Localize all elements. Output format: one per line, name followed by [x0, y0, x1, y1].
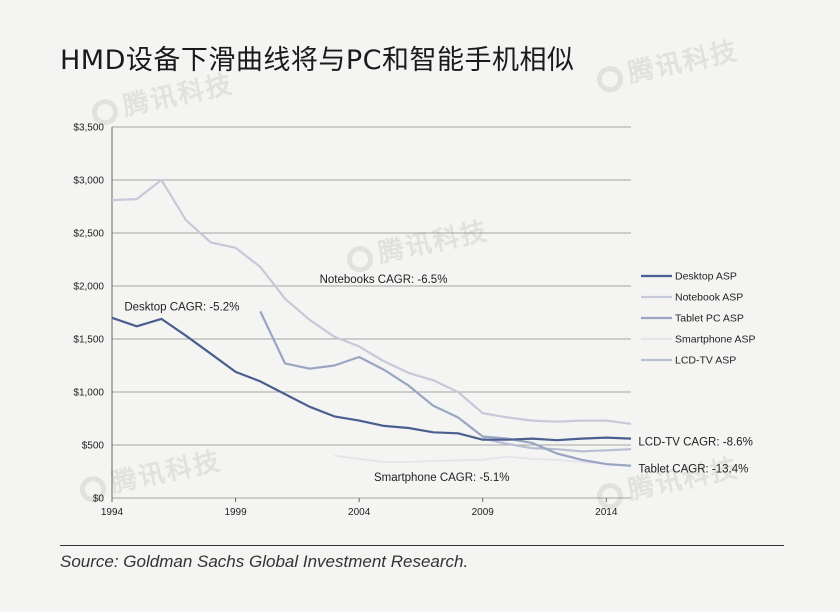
series-line-desktop-asp	[111, 316, 632, 442]
series-line-lcd-tv-asp	[482, 437, 632, 453]
annotation-label: LCD-TV CAGR: -8.6%	[638, 437, 752, 449]
y-tick-label: $1,500	[73, 335, 104, 346]
y-tick-label: $2,500	[73, 229, 104, 240]
legend-label: LCD-TV ASP	[675, 355, 736, 367]
y-tick-label: $1,000	[73, 388, 104, 399]
x-tick-label: 2004	[348, 507, 371, 518]
y-tick-label: $500	[82, 441, 105, 452]
series-line-notebook-asp	[111, 178, 632, 425]
x-tick-label: 2009	[472, 507, 495, 518]
series-line-smartphone-asp	[334, 454, 632, 468]
annotation-label: Tablet CAGR: -13.4%	[638, 464, 748, 476]
legend-label: Desktop ASP	[675, 271, 737, 283]
source-note: Source: Goldman Sachs Global Investment …	[60, 552, 469, 571]
y-tick-label: $3,500	[73, 123, 104, 134]
series-line-tablet-pc-asp	[259, 310, 632, 467]
y-tick-label: $3,000	[73, 176, 104, 187]
x-tick-label: 2014	[595, 507, 618, 518]
annotation-label: Desktop CAGR: -5.2%	[124, 301, 239, 313]
y-tick-label: $0	[93, 494, 105, 505]
legend-label: Smartphone ASP	[675, 334, 756, 346]
source-divider	[60, 545, 784, 546]
legend-label: Tablet PC ASP	[675, 313, 744, 325]
x-tick-label: 1994	[101, 507, 124, 518]
x-tick-label: 1999	[224, 507, 247, 518]
page-title: HMD设备下滑曲线将与PC和智能手机相似	[60, 45, 575, 76]
annotation-label: Notebooks CAGR: -6.5%	[320, 274, 448, 286]
y-tick-label: $2,000	[73, 282, 104, 293]
legend-label: Notebook ASP	[675, 292, 743, 304]
annotation-label: Smartphone CAGR: -5.1%	[374, 472, 510, 484]
